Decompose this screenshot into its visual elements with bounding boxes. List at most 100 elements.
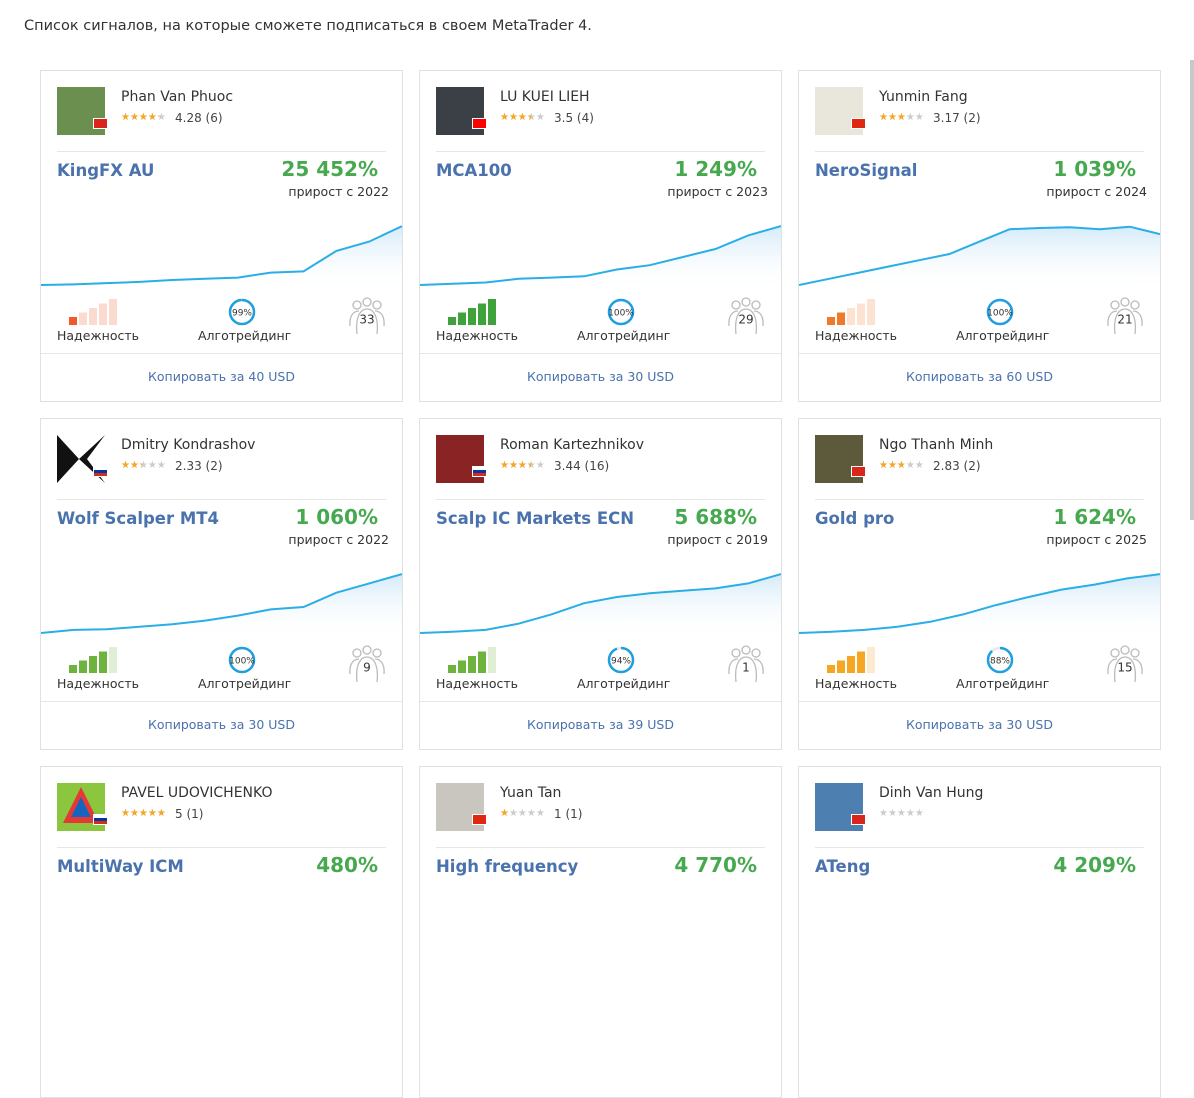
rating-value: 3.5 — [554, 111, 574, 125]
reviews-count: (2) — [205, 459, 223, 473]
algo-label: Алготрейдинг — [198, 328, 292, 343]
sparkline-area — [799, 226, 1160, 291]
sparkline-area — [41, 226, 402, 291]
signal-card: Yuan Tan ★★★★★★★★★★ 1 (1) High frequency 4 7… — [419, 766, 782, 1098]
copy-link[interactable]: Копировать за 30 USD — [906, 717, 1053, 732]
copy-link[interactable]: Копировать за 30 USD — [148, 717, 295, 732]
reliability-bar — [109, 647, 117, 673]
rating-stars-filled: ★★★★★ — [879, 460, 905, 471]
reliability-label: Надежность — [436, 328, 518, 343]
subscribers-icon: 1 — [728, 645, 764, 683]
person-body — [349, 308, 385, 335]
signal-name[interactable]: Scalp IC Markets ECN — [436, 509, 635, 528]
reliability-bar — [468, 308, 476, 325]
growth-since: прирост с 2019 — [667, 532, 768, 547]
person-head — [731, 300, 741, 310]
divider — [57, 151, 386, 152]
reliability-bar — [69, 317, 77, 325]
copy-link[interactable]: Копировать за 40 USD — [148, 369, 295, 384]
divider — [420, 701, 781, 702]
algo-ring-value — [228, 646, 256, 674]
person-body — [728, 656, 764, 683]
rating-value: 4.28 — [175, 111, 202, 125]
sparkline — [799, 225, 1160, 291]
signal-name[interactable]: MCA100 — [436, 161, 512, 180]
rating-stars: ★★★★★★★★★★ — [879, 460, 924, 471]
logo — [57, 435, 105, 483]
avatar — [436, 783, 487, 831]
reviews-count: (1) — [565, 807, 583, 821]
person-head — [751, 300, 761, 310]
signal-name[interactable]: Wolf Scalper MT4 — [57, 509, 220, 528]
divider — [815, 151, 1144, 152]
person-head — [372, 300, 382, 310]
algo-label: Алготрейдинг — [577, 676, 671, 691]
copy-link[interactable]: Копировать за 60 USD — [906, 369, 1053, 384]
person-head — [1110, 648, 1120, 658]
author-name: Dinh Van Hung — [879, 785, 984, 801]
author-name: LU KUEI LIEH — [500, 89, 590, 105]
reliability-label: Надежность — [57, 328, 139, 343]
sparkline-area — [799, 574, 1160, 639]
reliability-bar — [837, 312, 845, 325]
reliability-bar — [867, 299, 875, 325]
author-name: Yuan Tan — [500, 785, 562, 801]
signal-name[interactable]: MultiWay ICM — [57, 857, 184, 876]
rating-text: 3.44 (16) — [554, 460, 609, 472]
flag — [93, 466, 108, 477]
reliability-bar — [867, 647, 875, 673]
author-name: Roman Kartezhnikov — [500, 437, 645, 453]
sparkline-line — [799, 225, 1160, 286]
algo-value: 100% — [608, 309, 634, 319]
algo-ring-value — [607, 298, 635, 326]
subscribers-icon: 21 — [1107, 297, 1143, 335]
person-head — [751, 648, 761, 658]
growth: 5 688% — [674, 505, 757, 529]
reliability-bar — [857, 303, 865, 325]
person-body — [1107, 656, 1143, 683]
author-name: Phan Van Phuoc — [121, 89, 234, 105]
avatar — [815, 783, 866, 831]
signal-name[interactable]: Gold pro — [815, 509, 895, 528]
reliability-label: Надежность — [57, 676, 139, 691]
signal-name[interactable]: NeroSignal — [815, 161, 918, 180]
algo-ring-value — [228, 298, 256, 326]
author-name: Yunmin Fang — [879, 89, 968, 105]
person-head — [1110, 300, 1120, 310]
subscribers-icon: 33 — [349, 297, 385, 335]
rating-value: 2.33 — [175, 459, 202, 473]
sparkline — [799, 573, 1160, 639]
reliability-label: Надежность — [436, 676, 518, 691]
copy-link[interactable]: Копировать за 30 USD — [527, 369, 674, 384]
subscribers-icon: 15 — [1107, 645, 1143, 683]
reliability-bars — [448, 647, 496, 673]
divider — [815, 847, 1144, 848]
signal-name[interactable]: KingFX AU — [57, 161, 155, 180]
sparkline-area — [420, 226, 781, 291]
divider — [799, 701, 1160, 702]
growth: 1 060% — [295, 505, 378, 529]
rating-stars: ★★★★★★★★★★ — [879, 112, 924, 123]
subscribers-count: 9 — [363, 661, 371, 675]
growth: 1 624% — [1053, 505, 1136, 529]
avatar — [815, 435, 866, 483]
rating-stars-filled: ★★★★★ — [121, 460, 142, 471]
reliability-bar — [468, 656, 476, 673]
author-name: PAVEL UDOVICHENKO — [121, 785, 273, 801]
reliability-bar — [79, 660, 87, 673]
rating-text: 1 (1) — [554, 808, 582, 820]
rating-stars: ★★★★★★★★★★ — [500, 808, 545, 819]
person-head — [741, 645, 751, 655]
algo-label: Алготрейдинг — [956, 328, 1050, 343]
sparkline-line — [420, 225, 781, 286]
avatar — [57, 87, 108, 135]
signal-card: LU KUEI LIEH ★★★★★★★★★★ 3.5 (4) MCA100 1 249… — [419, 70, 782, 402]
reliability-bar — [99, 651, 107, 673]
signal-name[interactable]: ATeng — [815, 857, 871, 876]
signal-name[interactable]: High frequency — [436, 857, 579, 876]
subscribers-count: 21 — [1117, 313, 1132, 327]
growth-since: прирост с 2022 — [288, 184, 389, 199]
reviews-count: (1) — [186, 807, 204, 821]
copy-link[interactable]: Копировать за 39 USD — [527, 717, 674, 732]
reliability-bar — [89, 308, 97, 325]
